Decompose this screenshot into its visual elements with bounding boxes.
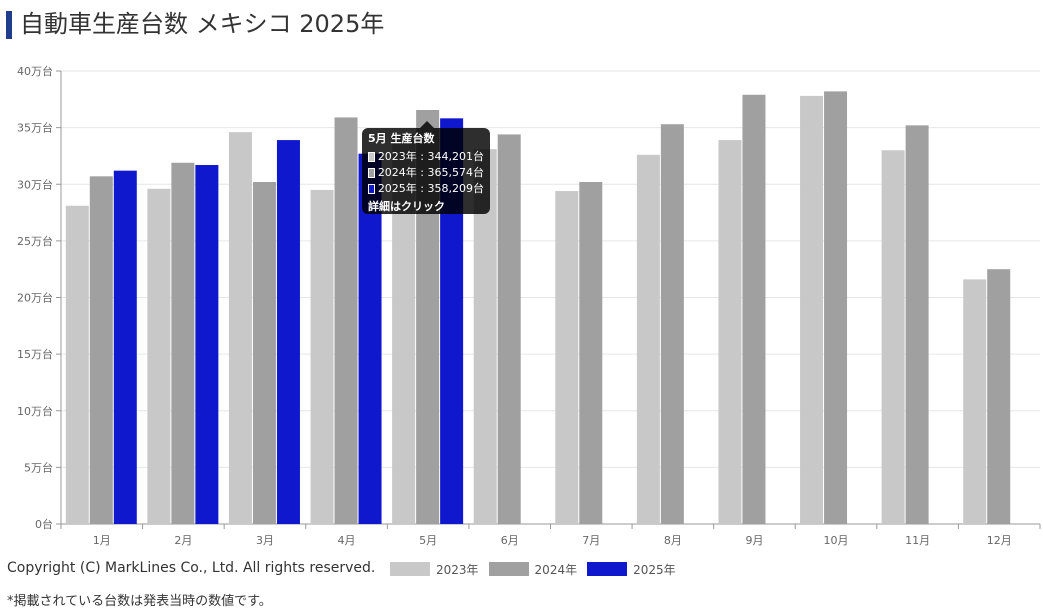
- y-tick-label: 15万台: [17, 347, 53, 361]
- x-tick-label: 4月: [338, 534, 356, 547]
- bar-2023[interactable]: [555, 191, 579, 525]
- bar-2023[interactable]: [228, 132, 252, 524]
- y-tick-label: 25万台: [17, 234, 53, 248]
- bar-2024[interactable]: [742, 94, 766, 524]
- bar-2023[interactable]: [147, 188, 171, 524]
- footnote: *掲載されている台数は発表当時の数値です。: [7, 594, 272, 609]
- x-tick-label: 10月: [824, 534, 849, 547]
- bar-2023[interactable]: [65, 205, 89, 524]
- page-title: 自動車生産台数 メキシコ 2025年: [20, 10, 385, 38]
- legend-swatch-2024: [488, 562, 529, 576]
- x-tick-label: 7月: [582, 534, 600, 547]
- tooltip-row-2024: 2024年 : 365,574台: [368, 165, 484, 181]
- chart-tooltip[interactable]: 5月 生産台数 2023年 : 344,201台 2024年 : 365,574…: [362, 121, 490, 214]
- tooltip-row-2025: 2025年 : 358,209台: [368, 181, 484, 197]
- bar-2024[interactable]: [334, 117, 358, 524]
- bar-2024[interactable]: [905, 125, 929, 525]
- bar-2023[interactable]: [800, 95, 824, 524]
- x-tick-label: 9月: [745, 534, 763, 547]
- y-tick-label: 0台: [35, 517, 53, 531]
- legend-swatch-2023: [390, 562, 430, 576]
- bar-2024[interactable]: [824, 91, 848, 524]
- legend-item-2024[interactable]: 2024年: [488, 561, 578, 578]
- bar-chart[interactable]: 0台 5万台 10万台 15万台 20万台 25万台 30万台 35万台 40万台 1月 2月 3月 4…: [0, 55, 1043, 555]
- bar-2024[interactable]: [252, 181, 276, 525]
- y-tick-label: 30万台: [17, 177, 53, 191]
- y-tick-label: 20万台: [17, 291, 53, 305]
- tooltip-row-label: 2024年 : 365,574台: [377, 166, 484, 179]
- legend-item-2025[interactable]: 2025年: [587, 561, 676, 578]
- bar-2023[interactable]: [473, 149, 497, 524]
- bar-2023[interactable]: [718, 140, 742, 524]
- bar-2024[interactable]: [89, 176, 113, 524]
- bar-2025[interactable]: [113, 170, 137, 524]
- chart-legend: 2023年 2024年 2025年: [390, 561, 686, 577]
- y-tick-label: 5万台: [24, 460, 53, 474]
- bar-2023[interactable]: [881, 150, 905, 524]
- tooltip-row-label: 2023年 : 344,201台: [377, 150, 484, 163]
- tooltip-row-2023: 2023年 : 344,201台: [368, 149, 484, 165]
- tooltip-row-label: 2025年 : 358,209台: [377, 182, 484, 195]
- x-tick-label: 12月: [987, 534, 1012, 547]
- legend-label-2025: 2025年: [633, 562, 676, 577]
- x-tick-label: 2月: [174, 534, 192, 547]
- tooltip-swatch-2023: [368, 152, 375, 162]
- bar-2025[interactable]: [195, 164, 219, 524]
- x-tick-label: 5月: [419, 534, 437, 547]
- bar-2025[interactable]: [440, 118, 464, 524]
- tooltip-detail-link[interactable]: 詳細はクリック: [368, 200, 445, 213]
- legend-swatch-2025: [587, 562, 628, 576]
- bar-2024[interactable]: [660, 124, 684, 524]
- bar-2024[interactable]: [497, 134, 521, 525]
- tooltip-swatch-2025: [368, 184, 375, 194]
- bar-2023[interactable]: [392, 134, 416, 524]
- copyright-text: Copyright (C) MarkLines Co., Ltd. All ri…: [7, 560, 376, 576]
- bar-2023[interactable]: [310, 189, 334, 524]
- legend-item-2023[interactable]: 2023年: [390, 561, 479, 578]
- legend-label-2023: 2023年: [436, 562, 479, 577]
- bar-2025[interactable]: [276, 140, 300, 524]
- legend-label-2024: 2024年: [534, 562, 578, 577]
- bar-2024[interactable]: [579, 181, 603, 525]
- x-tick-label: 6月: [501, 534, 519, 547]
- y-tick-label: 10万台: [17, 404, 53, 418]
- bar-2024[interactable]: [171, 162, 195, 525]
- x-tick-label: 3月: [256, 534, 274, 547]
- bar-2023[interactable]: [636, 154, 660, 524]
- x-tick-label: 11月: [905, 534, 930, 547]
- bar-2025[interactable]: [358, 153, 382, 525]
- x-tick-label: 1月: [93, 534, 111, 547]
- bar-2024[interactable]: [987, 269, 1011, 524]
- x-tick-label: 8月: [664, 534, 682, 547]
- y-tick-label: 40万台: [17, 64, 53, 78]
- y-tick-label: 35万台: [17, 121, 53, 135]
- tooltip-title: 5月 生産台数: [368, 132, 435, 145]
- title-accent-bar: [6, 11, 12, 39]
- bar-2023[interactable]: [963, 279, 987, 524]
- tooltip-swatch-2024: [368, 168, 375, 178]
